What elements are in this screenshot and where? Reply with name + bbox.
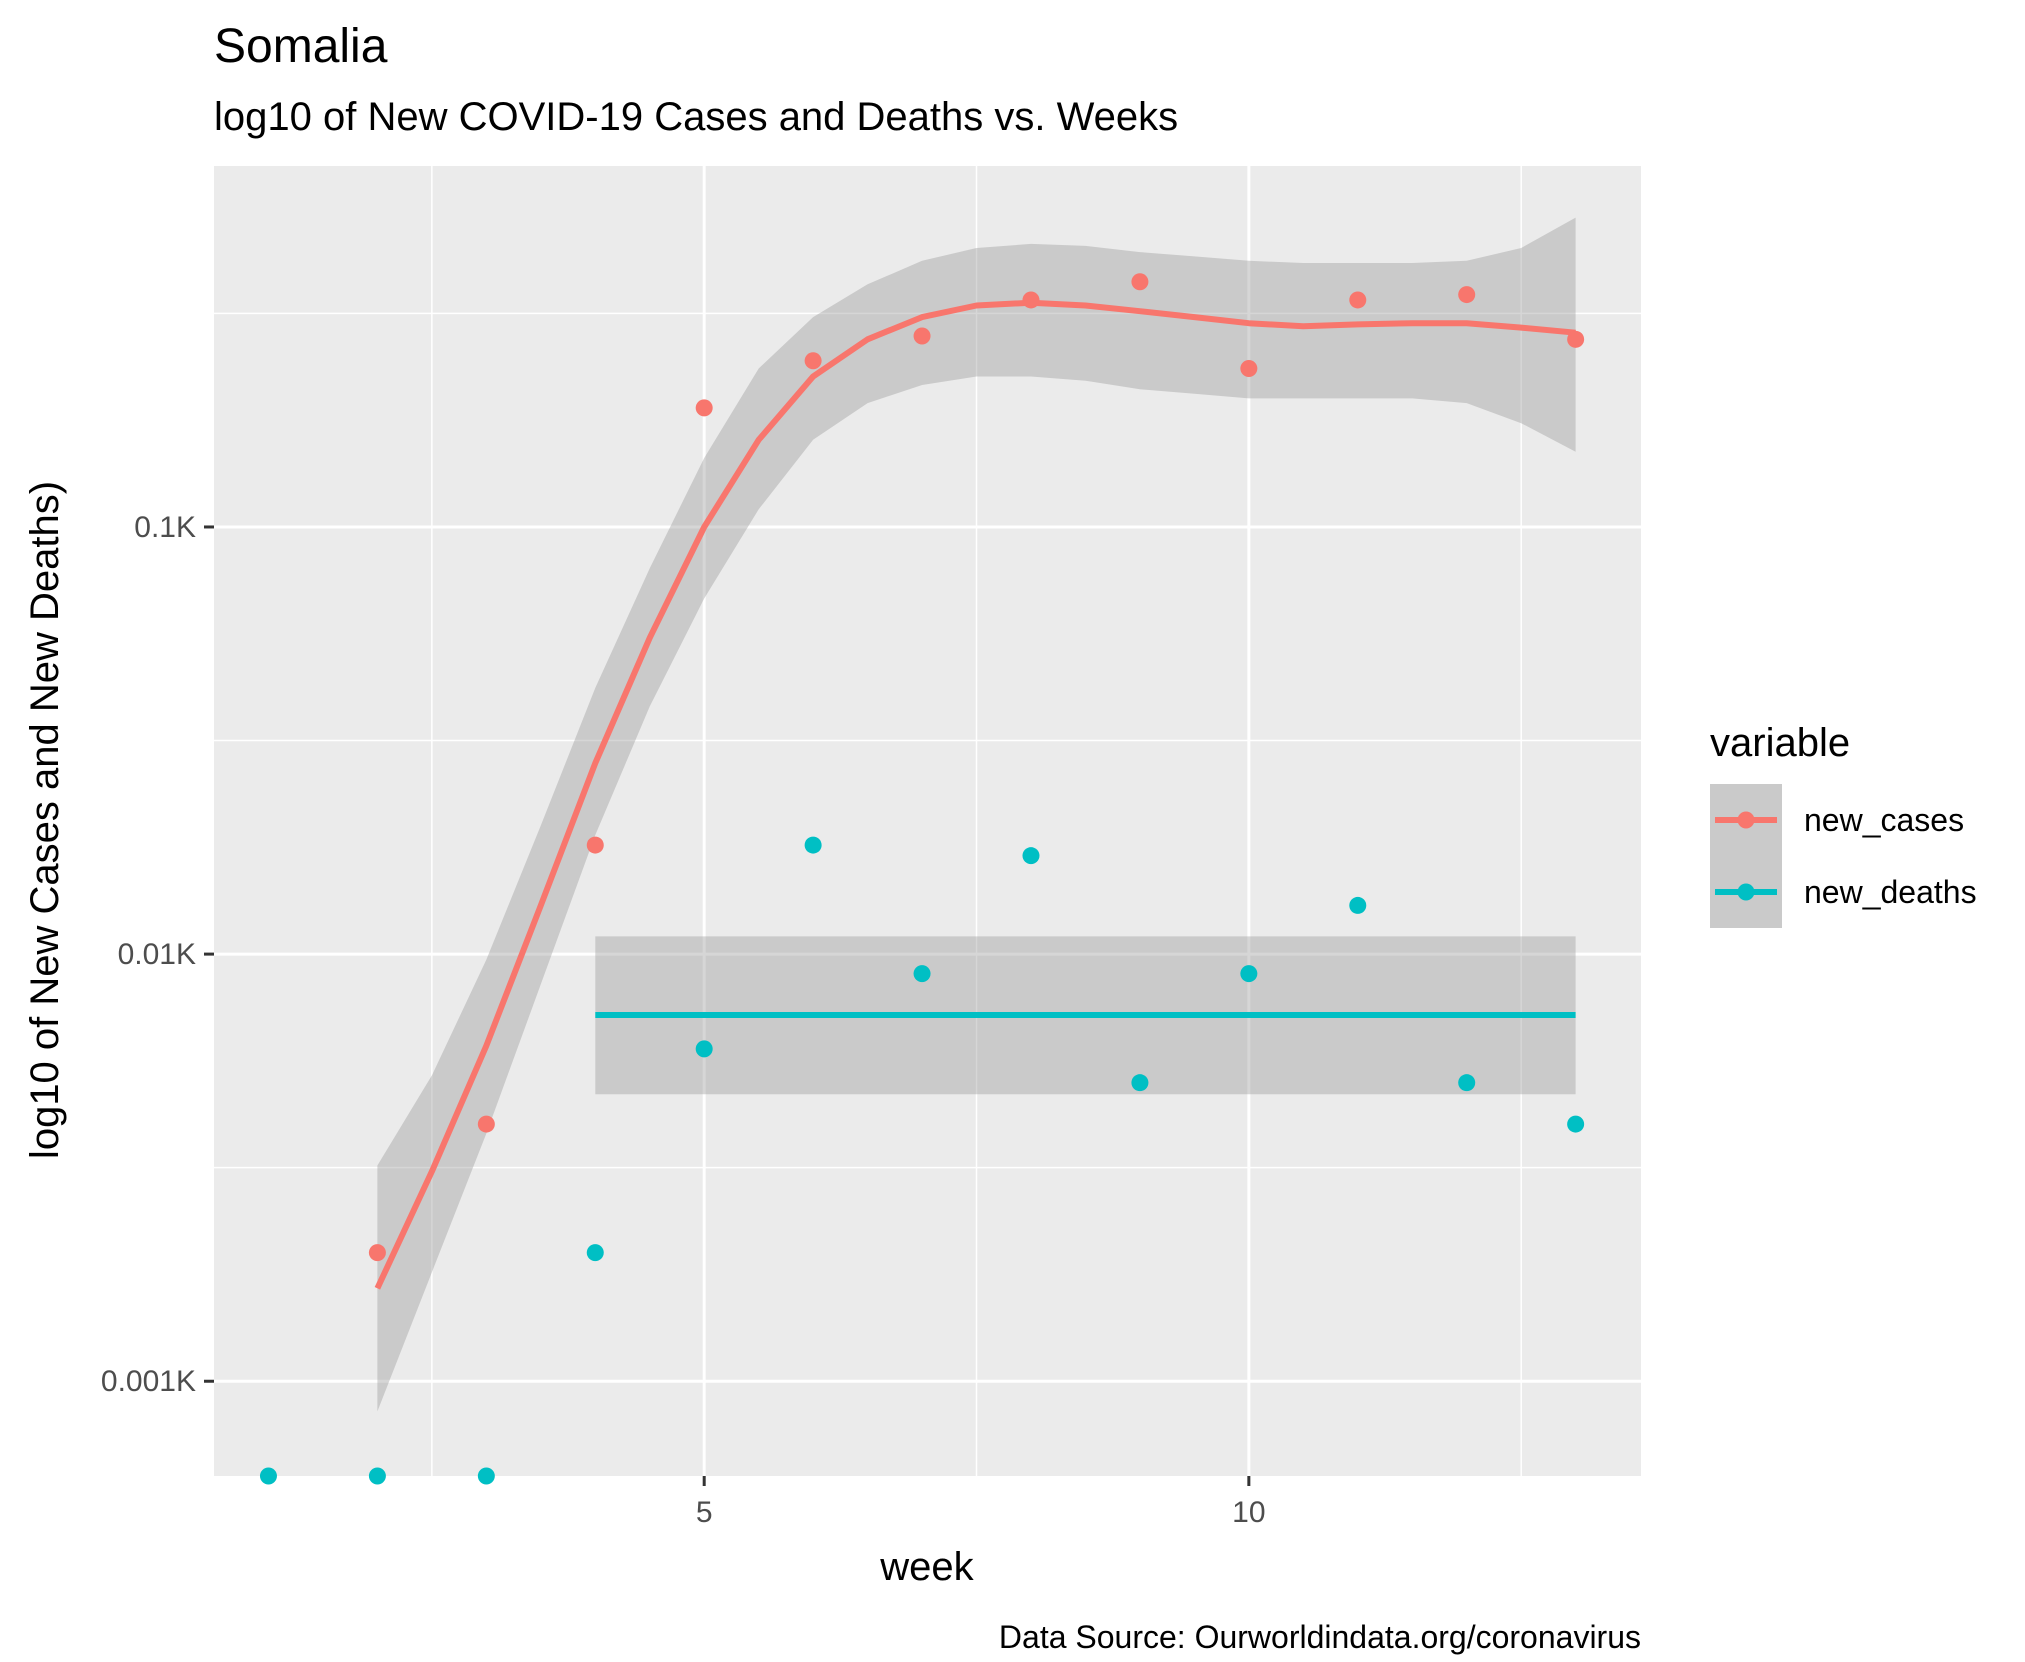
x-tick-label: 10 <box>1232 1496 1265 1529</box>
data-points <box>259 273 1585 1485</box>
smooth-line-new_cases <box>374 299 1576 1290</box>
smooth-lines <box>374 299 1576 1290</box>
point-new_deaths <box>804 836 822 854</box>
grid-major <box>214 166 1641 1476</box>
point-new_cases <box>913 327 931 345</box>
point-new_deaths <box>1567 1115 1585 1133</box>
point-new_cases <box>1131 273 1149 291</box>
point-new_deaths <box>586 1244 604 1262</box>
y-tick-label: 0.01K <box>118 938 196 971</box>
point-new_cases <box>586 836 604 854</box>
legend-label-new_deaths: new_deaths <box>1804 874 1977 910</box>
point-new_deaths <box>477 1467 495 1485</box>
point-new_cases <box>477 1115 495 1133</box>
legend: variable new_cases new_deaths <box>1710 721 1977 928</box>
point-new_deaths <box>368 1467 386 1485</box>
plot-panel <box>214 166 1641 1476</box>
x-tick-label: 5 <box>696 1496 713 1529</box>
point-new_deaths <box>1458 1074 1476 1092</box>
x-axis: 5 10 <box>696 1476 1266 1529</box>
point-new_deaths <box>1349 896 1367 914</box>
point-new_cases <box>1240 359 1258 377</box>
point-new_deaths <box>1240 965 1258 983</box>
legend-title: variable <box>1710 721 1850 765</box>
legend-key-point <box>1737 811 1755 829</box>
legend-label-new_cases: new_cases <box>1804 802 1964 838</box>
point-new_deaths <box>1022 847 1040 865</box>
x-axis-label: week <box>879 1545 974 1589</box>
point-new_cases <box>1349 291 1367 309</box>
confidence-band-new_cases <box>377 217 1576 1412</box>
point-new_cases <box>695 399 713 417</box>
point-new_cases <box>1567 330 1585 348</box>
y-tick-label: 0.1K <box>134 511 196 544</box>
legend-key-point <box>1737 883 1755 901</box>
y-axis-label: log10 of New Cases and New Deaths) <box>23 481 67 1159</box>
point-new_cases <box>368 1244 386 1262</box>
y-axis: 0.001K 0.01K 0.1K <box>101 511 214 1398</box>
point-new_cases <box>1022 291 1040 309</box>
chart-subtitle: log10 of New COVID-19 Cases and Deaths v… <box>214 95 1178 139</box>
point-new_deaths <box>913 965 931 983</box>
point-new_deaths <box>259 1467 277 1485</box>
point-new_cases <box>1458 286 1476 304</box>
point-new_cases <box>804 352 822 370</box>
point-new_deaths <box>695 1040 713 1058</box>
point-new_deaths <box>1131 1074 1149 1092</box>
y-tick-label: 0.001K <box>101 1365 196 1398</box>
chart-title: Somalia <box>214 20 388 73</box>
caption: Data Source: Ourworldindata.org/coronavi… <box>999 1619 1641 1655</box>
